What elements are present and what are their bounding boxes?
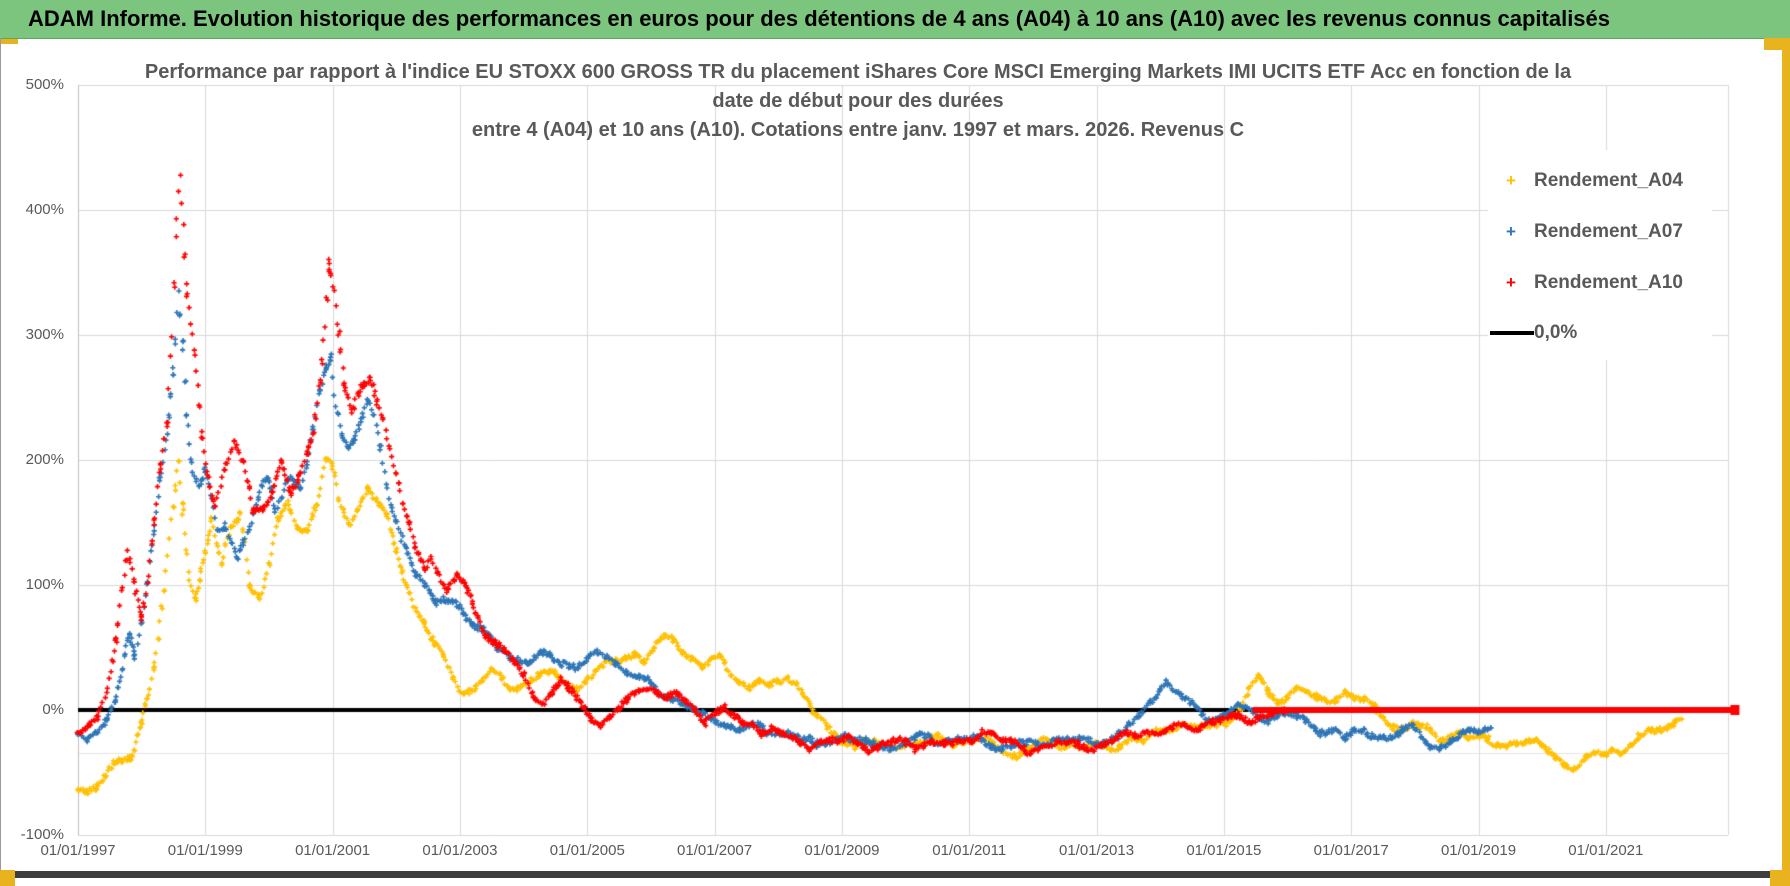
chart-title-line3: entre 4 (A04) et 10 ans (A10). Cotations… [471,119,1245,141]
chart-title: Performance par rapport à l'indice EU ST… [78,58,1638,145]
y-tick-label: 200% [25,451,64,468]
legend-item-rendement-a07[interactable]: + Rendement_A07 [1488,219,1712,245]
x-tick-label: 01/01/2007 [677,842,753,859]
x-tick-label: 01/01/2019 [1440,842,1517,859]
x-tick-label: 01/01/2015 [1186,842,1262,859]
zero-line-icon [1490,331,1534,335]
legend-item-rendement-a10[interactable]: + Rendement_A10 [1488,270,1712,296]
x-tick-label: 01/01/2013 [1059,842,1135,859]
legend-label: Rendement_A07 [1534,221,1683,242]
plus-marker-icon: + [1506,171,1516,190]
y-tick-label: 300% [25,326,64,343]
legend-item-zero-line[interactable]: 0,0% [1488,320,1712,346]
y-tick-label: -100% [20,826,64,843]
x-tick-label: 01/01/2011 [932,842,1007,859]
x-tick-label: 01/01/2005 [549,842,625,859]
y-tick-label: 400% [25,201,64,218]
y-tick-label: 500% [25,76,64,93]
x-tick-label: 01/01/2009 [804,842,880,859]
plus-marker-icon: + [1506,222,1516,241]
x-tick-label: 01/01/1997 [40,842,116,859]
chart-legend[interactable]: + Rendement_A04 + Rendement_A07 + Rendem… [1488,150,1712,360]
plus-marker-icon: + [1506,273,1516,292]
x-tick-label: 01/01/2021 [1568,842,1644,859]
legend-label: Rendement_A10 [1534,272,1683,293]
x-tick-label: 01/01/1999 [167,842,243,859]
x-tick-label: 01/01/2017 [1313,842,1389,859]
x-tick-label: 01/01/2001 [295,842,371,859]
legend-item-rendement-a04[interactable]: + Rendement_A04 [1488,168,1712,194]
y-tick-label: 0% [42,701,64,718]
chart-title-line2: date de début pour des durées [712,90,1004,112]
y-tick-label: 100% [25,576,64,593]
legend-label: Rendement_A04 [1534,170,1683,191]
chart-title-line1: Performance par rapport à l'indice EU ST… [144,61,1572,83]
x-tick-label: 01/01/2003 [422,842,498,859]
legend-label: 0,0% [1534,322,1578,343]
